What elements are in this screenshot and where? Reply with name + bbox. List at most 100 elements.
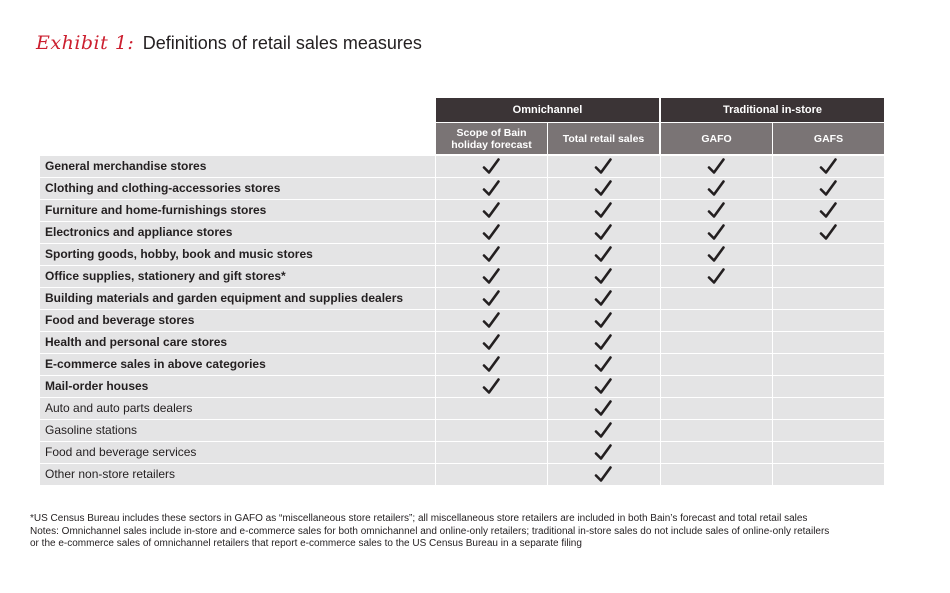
column-divider (660, 156, 661, 486)
checkmark-icon (482, 378, 500, 394)
cell-bain-forecast (436, 266, 547, 287)
cell-bain-forecast (436, 200, 547, 221)
row-label: Office supplies, stationery and gift sto… (45, 269, 286, 283)
table-row: General merchandise stores (40, 156, 884, 177)
cell-bain-forecast (436, 178, 547, 199)
cell-gafs (773, 398, 884, 419)
cell-bain-forecast (436, 420, 547, 441)
page-title: Definitions of retail sales measures (142, 33, 422, 53)
cell-total-retail (548, 442, 659, 463)
cell-bain-forecast (436, 244, 547, 265)
cell-total-retail (548, 354, 659, 375)
row-label: General merchandise stores (45, 159, 207, 173)
row-label: Gasoline stations (45, 423, 138, 437)
cell-total-retail (548, 310, 659, 331)
cell-gafo (661, 420, 772, 441)
cell-gafo (661, 222, 772, 243)
row-label: Other non-store retailers (45, 467, 176, 481)
cell-gafo (661, 332, 772, 353)
cell-gafs (773, 222, 884, 243)
cell-gafo (661, 464, 772, 485)
row-label: Food and beverage stores (45, 313, 195, 327)
checkmark-icon (594, 246, 612, 262)
exhibit-title: Exhibit 1: Definitions of retail sales m… (36, 32, 422, 54)
table-row: Food and beverage services (40, 442, 884, 463)
group-header-omnichannel: Omnichannel (436, 98, 659, 122)
cell-gafo (661, 376, 772, 397)
exhibit-label: Exhibit 1: (36, 32, 135, 54)
checkmark-icon (594, 334, 612, 350)
cell-gafs (773, 178, 884, 199)
column-divider (547, 156, 548, 486)
cell-gafo (661, 200, 772, 221)
checkmark-icon (482, 356, 500, 372)
cell-bain-forecast (436, 464, 547, 485)
column-header-gafs: GAFS (773, 123, 884, 154)
cell-total-retail (548, 156, 659, 177)
checkmark-icon (482, 202, 500, 218)
cell-total-retail (548, 266, 659, 287)
checkmark-icon (819, 180, 837, 196)
checkmark-icon (707, 268, 725, 284)
table-row: E-commerce sales in above categories (40, 354, 884, 375)
row-label: Food and beverage services (45, 445, 197, 459)
cell-gafs (773, 288, 884, 309)
checkmark-icon (707, 246, 725, 262)
row-label: Clothing and clothing-accessories stores (45, 181, 281, 195)
row-label: Building materials and garden equipment … (45, 291, 404, 305)
cell-gafs (773, 420, 884, 441)
cell-bain-forecast (436, 398, 547, 419)
checkmark-icon (707, 158, 725, 174)
checkmark-icon (482, 180, 500, 196)
cell-total-retail (548, 420, 659, 441)
footnote-asterisk: *US Census Bureau includes these sectors… (30, 513, 808, 524)
checkmark-icon (819, 158, 837, 174)
checkmark-icon (819, 224, 837, 240)
checkmark-icon (594, 202, 612, 218)
table-row: Mail-order houses (40, 376, 884, 397)
checkmark-icon (707, 202, 725, 218)
row-label: E-commerce sales in above categories (45, 357, 266, 371)
cell-gafs (773, 442, 884, 463)
checkmark-icon (482, 334, 500, 350)
checkmark-icon (482, 246, 500, 262)
table-row: Furniture and home-furnishings stores (40, 200, 884, 221)
cell-bain-forecast (436, 156, 547, 177)
checkmark-icon (819, 202, 837, 218)
table-row: Food and beverage stores (40, 310, 884, 331)
table-row: Health and personal care stores (40, 332, 884, 353)
cell-total-retail (548, 222, 659, 243)
checkmark-icon (594, 224, 612, 240)
cell-total-retail (548, 376, 659, 397)
row-label: Furniture and home-furnishings stores (45, 203, 267, 217)
table-row: Clothing and clothing-accessories stores (40, 178, 884, 199)
checkmark-icon (594, 444, 612, 460)
table-row: Electronics and appliance stores (40, 222, 884, 243)
cell-gafs (773, 464, 884, 485)
cell-bain-forecast (436, 288, 547, 309)
column-header-bain-forecast: Scope of Bain holiday forecast (436, 123, 547, 154)
column-header-gafo: GAFO (661, 123, 772, 154)
footnote-notes-line-1: Notes: Omnichannel sales include in-stor… (30, 525, 830, 537)
table-row: Gasoline stations (40, 420, 884, 441)
cell-gafs (773, 244, 884, 265)
checkmark-icon (594, 400, 612, 416)
cell-gafo (661, 178, 772, 199)
cell-gafs (773, 376, 884, 397)
cell-gafs (773, 156, 884, 177)
cell-total-retail (548, 464, 659, 485)
checkmark-icon (594, 268, 612, 284)
cell-gafo (661, 442, 772, 463)
column-divider (435, 156, 436, 486)
checkmark-icon (594, 180, 612, 196)
cell-gafs (773, 332, 884, 353)
table-body: General merchandise stores Clothing and c… (40, 156, 884, 486)
checkmark-icon (594, 422, 612, 438)
footnotes: *US Census Bureau includes these sectors… (30, 513, 910, 551)
table-row: Building materials and garden equipment … (40, 288, 884, 309)
cell-bain-forecast (436, 310, 547, 331)
cell-gafo (661, 398, 772, 419)
checkmark-icon (594, 356, 612, 372)
cell-gafo (661, 354, 772, 375)
cell-gafo (661, 244, 772, 265)
